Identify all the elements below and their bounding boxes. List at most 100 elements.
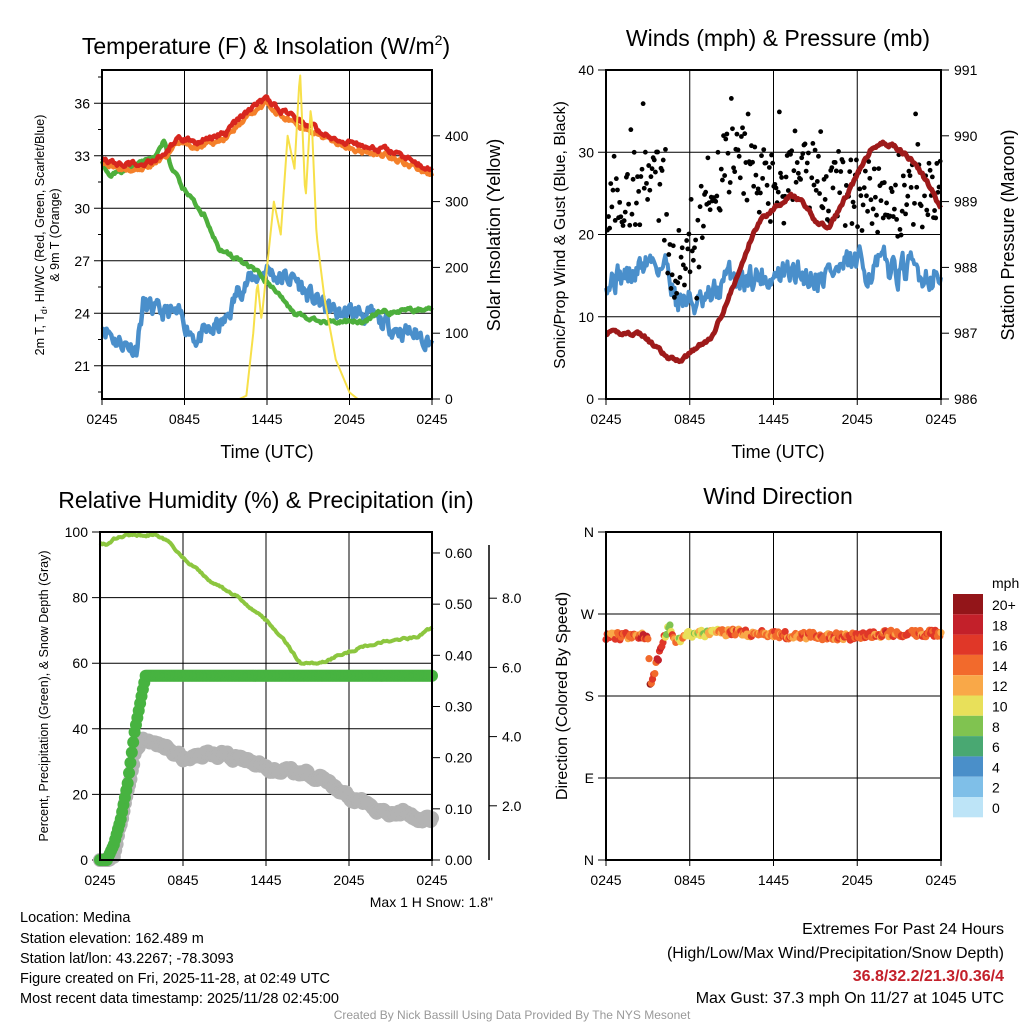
gust-point bbox=[722, 173, 728, 178]
gust-point bbox=[713, 199, 719, 204]
gust-point bbox=[631, 149, 637, 155]
gust-point bbox=[810, 140, 816, 146]
gust-point bbox=[751, 183, 757, 189]
plots-layer: 0245 0845 1445 2045 024521242730333601002003… bbox=[65, 62, 1020, 888]
gust-point bbox=[837, 190, 843, 196]
gust-point bbox=[779, 175, 784, 180]
y2-tick-label: 200 bbox=[445, 259, 469, 275]
snow-depth-axis: 2.0 4.0 6.0 8.0 bbox=[488, 545, 522, 860]
gust-point bbox=[720, 177, 725, 183]
gust-point bbox=[865, 208, 870, 214]
gust-point bbox=[687, 269, 693, 275]
svg-text:2m T, Td, HI/WC (Red, Green, S: 2m T, Td, HI/WC (Red, Green, Scarlet/Blu… bbox=[33, 115, 49, 356]
y-tick-label: 21 bbox=[74, 358, 90, 374]
gust-point bbox=[692, 245, 697, 251]
y-tick-label: 30 bbox=[578, 144, 594, 160]
x-tick-label: 2045 bbox=[842, 872, 873, 888]
gust-point bbox=[640, 101, 646, 107]
y2-tick-label: 988 bbox=[954, 259, 978, 275]
gust-point bbox=[922, 193, 927, 199]
gust-point bbox=[795, 170, 801, 176]
gust-point bbox=[741, 191, 747, 196]
gust-point bbox=[778, 170, 783, 176]
legend-label: 18 bbox=[992, 617, 1008, 633]
gust-point bbox=[698, 183, 704, 189]
legend-label: 6 bbox=[992, 739, 1000, 755]
gust-point bbox=[611, 153, 617, 159]
gust-point bbox=[629, 211, 635, 217]
gust-point bbox=[811, 182, 817, 188]
precipitation-point bbox=[127, 736, 140, 749]
max-gust-text: Max Gust: 37.3 mph On 11/27 at 1045 UTC bbox=[696, 990, 1004, 1007]
gust-point bbox=[744, 197, 750, 203]
gust-point bbox=[636, 188, 642, 194]
x-tick-label: 1445 bbox=[758, 872, 789, 888]
y2-tick-label: 0.10 bbox=[445, 801, 472, 817]
plot-frame bbox=[605, 531, 942, 861]
y-tick-label: N bbox=[584, 852, 594, 868]
insolation-y-axis-title: Solar Insolation (Yellow) bbox=[484, 139, 504, 331]
gust-point bbox=[816, 153, 821, 159]
max-1h-snow-label: Max 1 H Snow: 1.8" bbox=[370, 894, 493, 910]
gust-point bbox=[809, 175, 815, 181]
gust-point bbox=[653, 169, 658, 175]
y2-tick-label: 0.50 bbox=[445, 596, 472, 612]
station-pressure-line bbox=[604, 139, 943, 365]
gust-point bbox=[890, 214, 896, 219]
gust-point bbox=[904, 202, 910, 208]
y-tick-label: N bbox=[584, 524, 594, 540]
gust-point bbox=[804, 160, 810, 166]
gust-point bbox=[757, 190, 763, 196]
gust-point bbox=[635, 174, 640, 180]
recent-data-text: Most recent data timestamp: 2025/11/28 0… bbox=[20, 991, 339, 1007]
gust-point bbox=[840, 159, 846, 165]
legend-swatch bbox=[953, 614, 983, 635]
legend-swatch bbox=[953, 797, 983, 818]
gust-point bbox=[817, 191, 822, 196]
gust-point bbox=[929, 174, 935, 180]
gust-point bbox=[671, 294, 677, 300]
gust-point bbox=[651, 157, 657, 163]
gust-point bbox=[676, 227, 682, 233]
gust-point bbox=[884, 200, 889, 206]
gust-point bbox=[781, 220, 787, 226]
y2-tick-label: 0.60 bbox=[445, 545, 472, 561]
gust-point bbox=[715, 149, 721, 155]
gust-point bbox=[670, 243, 676, 249]
gust-point bbox=[622, 209, 628, 215]
gust-point bbox=[833, 168, 839, 174]
y-tick-label: 30 bbox=[74, 200, 90, 216]
gust-point bbox=[776, 109, 782, 115]
gust-point bbox=[902, 182, 907, 188]
gust-point bbox=[772, 181, 778, 187]
gust-point bbox=[703, 189, 709, 195]
direction-point bbox=[645, 655, 653, 663]
gust-point bbox=[924, 207, 930, 213]
gust-point bbox=[638, 174, 644, 179]
speed-legend: mph 20+ 18 16 14 12 10 8 6 4 2 0 bbox=[953, 575, 1019, 818]
y-tick-label: 36 bbox=[74, 95, 90, 111]
plot-frame bbox=[99, 531, 433, 861]
gust-point bbox=[871, 166, 877, 172]
gust-point bbox=[915, 141, 921, 147]
temperature-x-axis-title: Time (UTC) bbox=[220, 442, 313, 462]
2m-t-line bbox=[100, 94, 434, 173]
snow-tick-label: 4.0 bbox=[502, 729, 522, 745]
extremes-title: Extremes For Past 24 Hours bbox=[802, 921, 1004, 938]
legend-label: 10 bbox=[992, 699, 1008, 715]
gust-point bbox=[657, 181, 663, 187]
y2-tick-label: 989 bbox=[954, 194, 978, 210]
gust-point bbox=[843, 183, 849, 188]
gust-point bbox=[826, 208, 831, 214]
gust-point bbox=[645, 197, 650, 202]
gust-point bbox=[642, 149, 648, 155]
gust-point bbox=[693, 237, 699, 243]
gust-point bbox=[860, 202, 866, 208]
gust-point bbox=[612, 218, 618, 223]
precipitation-point bbox=[123, 767, 136, 780]
gust-point bbox=[906, 168, 912, 174]
gust-point bbox=[664, 211, 669, 217]
gust-point bbox=[632, 222, 638, 227]
gust-point bbox=[792, 128, 798, 134]
